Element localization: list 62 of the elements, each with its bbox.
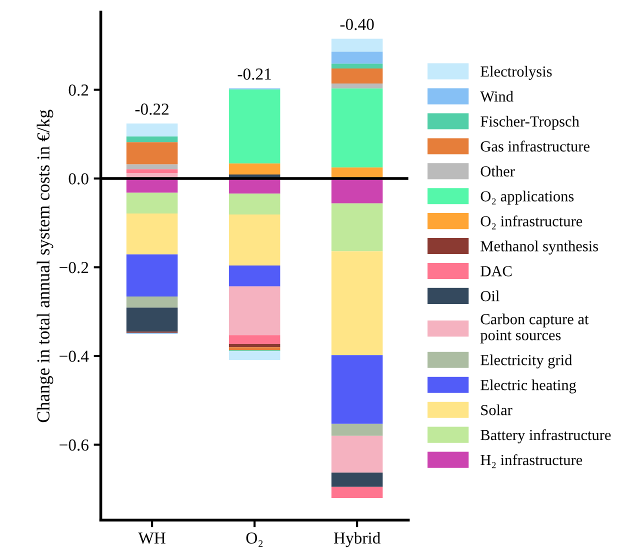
bar bbox=[228, 163, 280, 175]
bar bbox=[331, 251, 383, 356]
total-label: -0.21 bbox=[238, 68, 271, 80]
bar bbox=[228, 351, 280, 360]
bar bbox=[126, 214, 178, 254]
legend-label: Battery infrastructure bbox=[480, 429, 611, 444]
legend-label: Other bbox=[480, 166, 515, 177]
legend-label: Solar bbox=[481, 404, 512, 416]
legend-label: Carbon capture at point sources bbox=[480, 314, 589, 344]
legend-label: O₂ applications bbox=[480, 190, 574, 205]
total-label: -0.40 bbox=[340, 18, 374, 30]
x-tick-label: WH bbox=[138, 532, 166, 544]
legend-label: H₂ infrastructure bbox=[480, 454, 582, 468]
legend-label: Methanol synthesis bbox=[480, 240, 598, 255]
bar bbox=[126, 123, 178, 136]
bar bbox=[331, 68, 383, 84]
bar bbox=[126, 164, 178, 170]
bar bbox=[331, 52, 383, 64]
y-tick-label: 0.2 bbox=[68, 84, 88, 96]
legend-label: Electrolysis bbox=[480, 66, 552, 80]
bar bbox=[228, 335, 280, 344]
bar bbox=[228, 347, 280, 350]
legend-label: Gas infrastructure bbox=[480, 140, 590, 152]
bar bbox=[228, 286, 280, 336]
bar bbox=[331, 88, 383, 168]
legend-label: Fischer-Tropsch bbox=[480, 116, 580, 130]
legend-label: Electric heating bbox=[480, 379, 576, 394]
bar bbox=[228, 89, 280, 164]
y-tick-label: −0.4 bbox=[60, 350, 89, 362]
x-tick-label: O₂ bbox=[246, 532, 263, 547]
bar bbox=[228, 265, 280, 286]
bar bbox=[126, 308, 178, 332]
bar bbox=[331, 424, 383, 436]
bar bbox=[331, 178, 383, 204]
bar bbox=[126, 296, 178, 308]
bar bbox=[228, 344, 280, 348]
legend-label: DAC bbox=[480, 266, 512, 276]
bar bbox=[126, 254, 178, 297]
bar bbox=[126, 142, 178, 164]
y-tick-label: −0.2 bbox=[60, 262, 88, 274]
bar bbox=[331, 436, 383, 473]
bar bbox=[331, 472, 383, 487]
bar bbox=[331, 486, 383, 498]
bar bbox=[126, 136, 178, 142]
y-tick-label: 0.0 bbox=[68, 173, 88, 185]
legend-label: O₂ infrastructure bbox=[480, 216, 582, 230]
bar bbox=[228, 214, 280, 266]
bar bbox=[331, 38, 383, 52]
bar bbox=[126, 169, 178, 174]
total-label: -0.22 bbox=[135, 104, 168, 115]
bar bbox=[331, 64, 383, 68]
legend-label: Electricity grid bbox=[480, 354, 572, 368]
legend-label: Wind bbox=[480, 90, 514, 102]
bar bbox=[228, 194, 280, 214]
x-tick-label: Hybrid bbox=[334, 532, 380, 548]
y-tick-label: −0.6 bbox=[60, 439, 88, 451]
bar bbox=[331, 355, 383, 424]
legend-label: Oil bbox=[480, 290, 500, 302]
bar bbox=[331, 84, 383, 88]
y-axis-title: Change in total annual system costs in €/kg bbox=[36, 110, 54, 422]
bar bbox=[126, 192, 178, 214]
bar bbox=[331, 203, 383, 252]
